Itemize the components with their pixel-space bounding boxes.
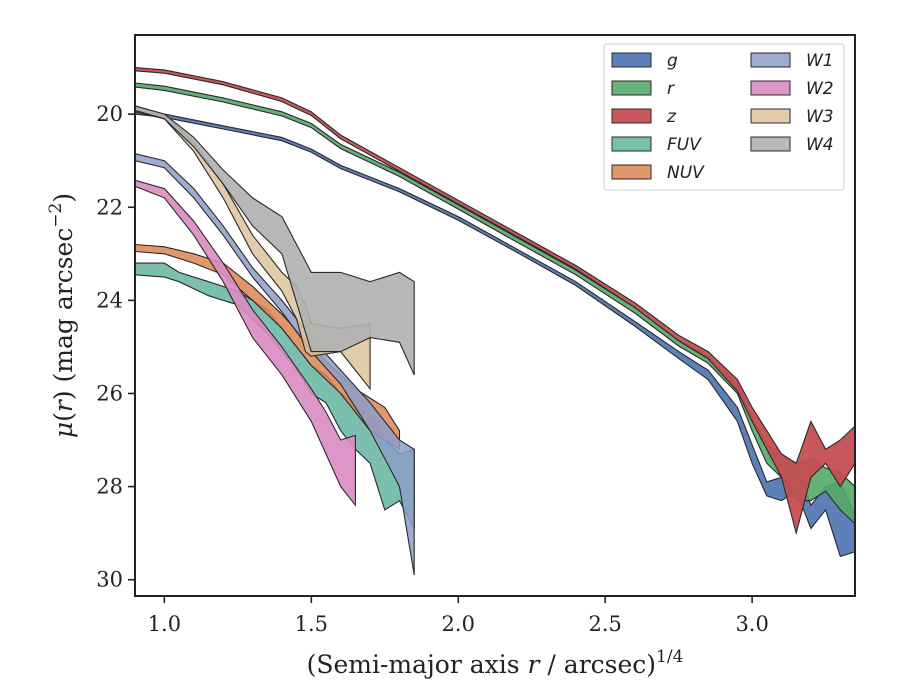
band-r [135, 82, 855, 525]
legend-swatch-FUV [611, 136, 652, 152]
x-axis-label: (Semi-major axis r / arcsec)1/4 [307, 647, 684, 679]
band-z [135, 67, 855, 536]
legend-swatch-W1 [750, 52, 791, 68]
legend-swatch-g [611, 52, 652, 68]
x-tick-label: 1.5 [295, 612, 328, 636]
plot-frame [134, 34, 856, 597]
legend-swatch-NUV [611, 164, 652, 180]
y-axis-ticks: 20 22 24 26 28 30 [96, 102, 135, 592]
legend-label-W1: W1 [806, 51, 834, 71]
band-W4 [135, 105, 415, 376]
legend-swatch-W4 [750, 136, 791, 152]
y-tick-label: 22 [96, 195, 123, 219]
y-tick-label: 26 [96, 381, 123, 405]
series-bands [135, 67, 855, 576]
legend-label-FUV: FUV [667, 135, 702, 155]
x-tick-label: 1.0 [148, 612, 181, 636]
legend-swatch-W2 [750, 80, 791, 96]
legend-label-r: r [667, 79, 675, 99]
legend-label-W4: W4 [806, 135, 834, 155]
band-W1 [135, 153, 415, 576]
x-tick-label: 2.5 [589, 612, 622, 636]
legend: grz FUV NUV W1 W2 W3 W4 [603, 43, 845, 191]
legend-label-z: z [666, 107, 677, 127]
y-axis-label: μ(r) (mag arcsec−2) [46, 193, 78, 438]
legend-swatch-z [611, 108, 652, 124]
y-tick-label: 20 [96, 102, 123, 126]
legend-label-W2: W2 [806, 79, 834, 99]
band-W3 [135, 106, 371, 391]
legend-label-W3: W3 [806, 107, 834, 127]
band-W2 [135, 179, 356, 507]
legend-label-NUV: NUV [667, 163, 705, 183]
y-tick-label: 24 [96, 288, 123, 312]
legend-label-g: g [667, 51, 678, 71]
x-tick-label: 3.0 [735, 612, 768, 636]
band-g [135, 110, 855, 558]
x-axis-ticks: 1.0 1.5 2.0 2.5 3.0 [148, 596, 769, 636]
legend-swatch-r [611, 80, 652, 96]
x-tick-label: 2.0 [442, 612, 475, 636]
legend-swatch-W3 [750, 108, 791, 124]
y-tick-label: 30 [96, 568, 123, 592]
y-tick-label: 28 [96, 475, 123, 499]
